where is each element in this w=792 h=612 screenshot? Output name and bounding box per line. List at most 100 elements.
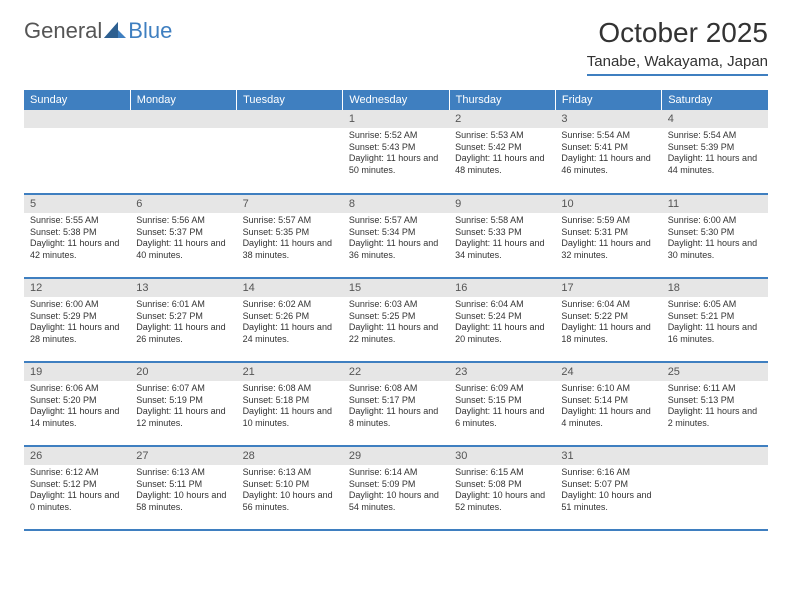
day-info: Sunrise: 6:05 AMSunset: 5:21 PMDaylight:… <box>662 297 768 350</box>
location: Tanabe, Wakayama, Japan <box>587 53 768 76</box>
sunset-line: Sunset: 5:43 PM <box>349 142 443 154</box>
day-info: Sunrise: 6:04 AMSunset: 5:22 PMDaylight:… <box>555 297 661 350</box>
daylight-line: Daylight: 11 hours and 40 minutes. <box>136 238 230 261</box>
calendar-cell: 26Sunrise: 6:12 AMSunset: 5:12 PMDayligh… <box>24 446 130 530</box>
day-info: Sunrise: 5:57 AMSunset: 5:34 PMDaylight:… <box>343 213 449 266</box>
daylight-line: Daylight: 11 hours and 2 minutes. <box>668 406 762 429</box>
calendar-row: 19Sunrise: 6:06 AMSunset: 5:20 PMDayligh… <box>24 362 768 446</box>
day-info: Sunrise: 5:58 AMSunset: 5:33 PMDaylight:… <box>449 213 555 266</box>
daylight-line: Daylight: 11 hours and 42 minutes. <box>30 238 124 261</box>
calendar-cell: 6Sunrise: 5:56 AMSunset: 5:37 PMDaylight… <box>130 194 236 278</box>
day-number <box>662 447 768 465</box>
day-number: 16 <box>449 279 555 297</box>
daylight-line: Daylight: 11 hours and 38 minutes. <box>243 238 337 261</box>
calendar-cell: 4Sunrise: 5:54 AMSunset: 5:39 PMDaylight… <box>662 110 768 194</box>
day-number: 10 <box>555 195 661 213</box>
daylight-line: Daylight: 11 hours and 14 minutes. <box>30 406 124 429</box>
day-info: Sunrise: 6:08 AMSunset: 5:18 PMDaylight:… <box>237 381 343 434</box>
sunrise-line: Sunrise: 6:09 AM <box>455 383 549 395</box>
calendar-cell: 2Sunrise: 5:53 AMSunset: 5:42 PMDaylight… <box>449 110 555 194</box>
sunset-line: Sunset: 5:34 PM <box>349 227 443 239</box>
calendar-body: 1Sunrise: 5:52 AMSunset: 5:43 PMDaylight… <box>24 110 768 530</box>
day-info: Sunrise: 6:14 AMSunset: 5:09 PMDaylight:… <box>343 465 449 518</box>
day-info: Sunrise: 6:13 AMSunset: 5:11 PMDaylight:… <box>130 465 236 518</box>
day-info: Sunrise: 5:55 AMSunset: 5:38 PMDaylight:… <box>24 213 130 266</box>
day-info: Sunrise: 5:57 AMSunset: 5:35 PMDaylight:… <box>237 213 343 266</box>
sunset-line: Sunset: 5:29 PM <box>30 311 124 323</box>
daylight-line: Daylight: 11 hours and 46 minutes. <box>561 153 655 176</box>
calendar-cell: 22Sunrise: 6:08 AMSunset: 5:17 PMDayligh… <box>343 362 449 446</box>
sunset-line: Sunset: 5:37 PM <box>136 227 230 239</box>
daylight-line: Daylight: 10 hours and 56 minutes. <box>243 490 337 513</box>
calendar-cell: 12Sunrise: 6:00 AMSunset: 5:29 PMDayligh… <box>24 278 130 362</box>
day-number: 25 <box>662 363 768 381</box>
sunrise-line: Sunrise: 6:15 AM <box>455 467 549 479</box>
sunset-line: Sunset: 5:10 PM <box>243 479 337 491</box>
daylight-line: Daylight: 11 hours and 44 minutes. <box>668 153 762 176</box>
day-info: Sunrise: 6:10 AMSunset: 5:14 PMDaylight:… <box>555 381 661 434</box>
day-info: Sunrise: 6:13 AMSunset: 5:10 PMDaylight:… <box>237 465 343 518</box>
sunrise-line: Sunrise: 5:58 AM <box>455 215 549 227</box>
calendar-cell: 30Sunrise: 6:15 AMSunset: 5:08 PMDayligh… <box>449 446 555 530</box>
daylight-line: Daylight: 10 hours and 52 minutes. <box>455 490 549 513</box>
calendar-row: 1Sunrise: 5:52 AMSunset: 5:43 PMDaylight… <box>24 110 768 194</box>
header: General Blue October 2025 Tanabe, Wakaya… <box>0 0 792 84</box>
day-number: 14 <box>237 279 343 297</box>
day-number: 20 <box>130 363 236 381</box>
logo: General Blue <box>24 18 172 44</box>
daylight-line: Daylight: 11 hours and 6 minutes. <box>455 406 549 429</box>
day-info: Sunrise: 6:00 AMSunset: 5:30 PMDaylight:… <box>662 213 768 266</box>
weekday-header: Thursday <box>449 90 555 110</box>
sunrise-line: Sunrise: 6:13 AM <box>136 467 230 479</box>
daylight-line: Daylight: 11 hours and 12 minutes. <box>136 406 230 429</box>
daylight-line: Daylight: 11 hours and 32 minutes. <box>561 238 655 261</box>
calendar-cell: 1Sunrise: 5:52 AMSunset: 5:43 PMDaylight… <box>343 110 449 194</box>
logo-text-general: General <box>24 18 102 44</box>
sunrise-line: Sunrise: 6:10 AM <box>561 383 655 395</box>
sunset-line: Sunset: 5:11 PM <box>136 479 230 491</box>
calendar-cell: 7Sunrise: 5:57 AMSunset: 5:35 PMDaylight… <box>237 194 343 278</box>
weekday-header: Monday <box>130 90 236 110</box>
sunset-line: Sunset: 5:09 PM <box>349 479 443 491</box>
calendar-cell: 3Sunrise: 5:54 AMSunset: 5:41 PMDaylight… <box>555 110 661 194</box>
day-number: 24 <box>555 363 661 381</box>
sunrise-line: Sunrise: 5:57 AM <box>243 215 337 227</box>
sunset-line: Sunset: 5:13 PM <box>668 395 762 407</box>
day-number: 9 <box>449 195 555 213</box>
calendar-row: 12Sunrise: 6:00 AMSunset: 5:29 PMDayligh… <box>24 278 768 362</box>
weekday-header: Sunday <box>24 90 130 110</box>
day-number: 19 <box>24 363 130 381</box>
sunset-line: Sunset: 5:21 PM <box>668 311 762 323</box>
month-title: October 2025 <box>587 18 768 49</box>
sunrise-line: Sunrise: 6:14 AM <box>349 467 443 479</box>
sunrise-line: Sunrise: 6:11 AM <box>668 383 762 395</box>
sunset-line: Sunset: 5:35 PM <box>243 227 337 239</box>
calendar-cell: 24Sunrise: 6:10 AMSunset: 5:14 PMDayligh… <box>555 362 661 446</box>
calendar-cell: 15Sunrise: 6:03 AMSunset: 5:25 PMDayligh… <box>343 278 449 362</box>
calendar-cell: 9Sunrise: 5:58 AMSunset: 5:33 PMDaylight… <box>449 194 555 278</box>
day-number <box>24 110 130 128</box>
day-number: 3 <box>555 110 661 128</box>
day-number: 28 <box>237 447 343 465</box>
day-number: 31 <box>555 447 661 465</box>
weekday-header: Tuesday <box>237 90 343 110</box>
daylight-line: Daylight: 10 hours and 51 minutes. <box>561 490 655 513</box>
title-block: October 2025 Tanabe, Wakayama, Japan <box>587 18 768 76</box>
sunrise-line: Sunrise: 5:59 AM <box>561 215 655 227</box>
calendar-cell: 8Sunrise: 5:57 AMSunset: 5:34 PMDaylight… <box>343 194 449 278</box>
sunrise-line: Sunrise: 5:52 AM <box>349 130 443 142</box>
daylight-line: Daylight: 11 hours and 0 minutes. <box>30 490 124 513</box>
day-info: Sunrise: 6:03 AMSunset: 5:25 PMDaylight:… <box>343 297 449 350</box>
day-number <box>237 110 343 128</box>
sunrise-line: Sunrise: 6:08 AM <box>243 383 337 395</box>
day-number: 1 <box>343 110 449 128</box>
calendar-cell: 17Sunrise: 6:04 AMSunset: 5:22 PMDayligh… <box>555 278 661 362</box>
daylight-line: Daylight: 11 hours and 36 minutes. <box>349 238 443 261</box>
calendar-cell: 19Sunrise: 6:06 AMSunset: 5:20 PMDayligh… <box>24 362 130 446</box>
sunrise-line: Sunrise: 6:12 AM <box>30 467 124 479</box>
day-info: Sunrise: 5:52 AMSunset: 5:43 PMDaylight:… <box>343 128 449 181</box>
daylight-line: Daylight: 11 hours and 20 minutes. <box>455 322 549 345</box>
day-info: Sunrise: 6:11 AMSunset: 5:13 PMDaylight:… <box>662 381 768 434</box>
daylight-line: Daylight: 11 hours and 24 minutes. <box>243 322 337 345</box>
daylight-line: Daylight: 11 hours and 50 minutes. <box>349 153 443 176</box>
